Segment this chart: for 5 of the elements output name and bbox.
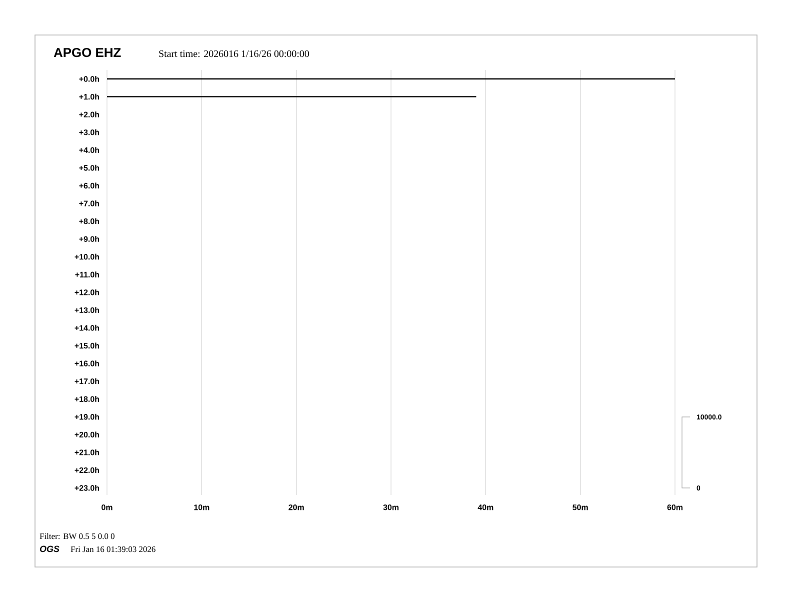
- chart-subtitle: Start time: 2026016 1/16/26 00:00:00: [159, 50, 309, 58]
- text: Filter: BW 0.5 5 0.0 0: [40, 533, 114, 540]
- text: OGS: [40, 546, 60, 552]
- chart-title: APGO EHZ: [54, 48, 121, 58]
- text: Fri Jan 16 01:39:03 2026: [70, 546, 156, 552]
